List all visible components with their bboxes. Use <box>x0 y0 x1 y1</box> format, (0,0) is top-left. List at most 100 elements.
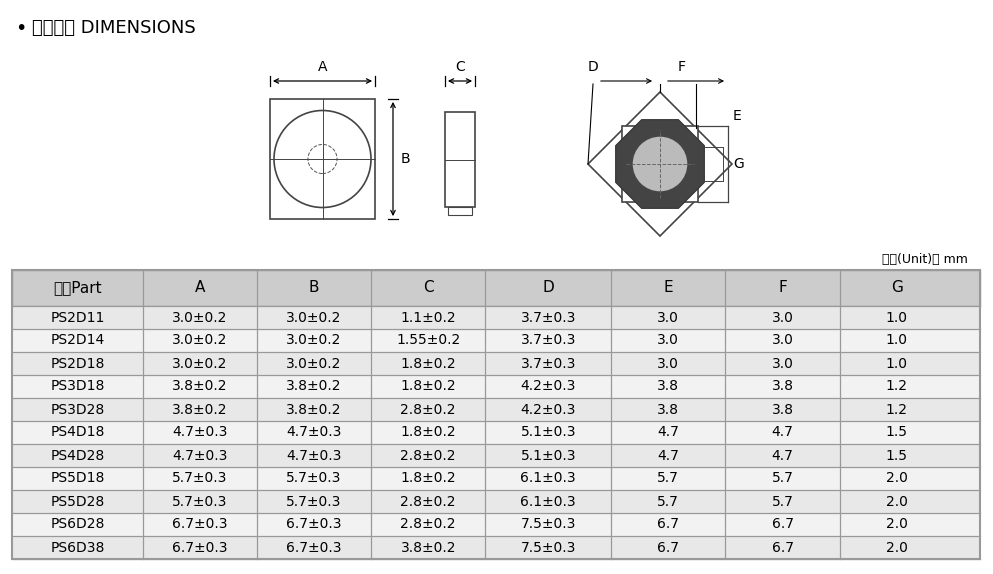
Text: 3.7±0.3: 3.7±0.3 <box>520 333 576 347</box>
Text: 6.7±0.3: 6.7±0.3 <box>172 541 227 554</box>
Text: G: G <box>891 281 903 296</box>
Text: 3.0±0.2: 3.0±0.2 <box>172 311 227 324</box>
Text: 6.7: 6.7 <box>657 518 679 532</box>
Text: 3.0: 3.0 <box>657 311 679 324</box>
Text: 2.0: 2.0 <box>886 541 908 554</box>
Text: 6.7±0.3: 6.7±0.3 <box>172 518 227 532</box>
Text: 5.1±0.3: 5.1±0.3 <box>520 425 576 440</box>
Text: 4.7: 4.7 <box>772 448 793 463</box>
Text: A: A <box>195 281 205 296</box>
Text: 4.7±0.3: 4.7±0.3 <box>286 448 342 463</box>
Text: PS2D11: PS2D11 <box>51 311 104 324</box>
Text: 4.7: 4.7 <box>772 425 793 440</box>
Text: 5.1±0.3: 5.1±0.3 <box>520 448 576 463</box>
Text: 3.8: 3.8 <box>772 379 793 394</box>
Text: 3.8±0.2: 3.8±0.2 <box>286 402 342 417</box>
Text: 2.8±0.2: 2.8±0.2 <box>400 448 456 463</box>
Text: 3.0: 3.0 <box>772 311 793 324</box>
Text: G: G <box>733 157 744 171</box>
Text: 6.1±0.3: 6.1±0.3 <box>520 471 576 486</box>
Text: F: F <box>677 60 685 74</box>
Text: 5.7: 5.7 <box>772 494 793 509</box>
Text: 2.8±0.2: 2.8±0.2 <box>400 402 456 417</box>
Bar <box>12 306 980 329</box>
Text: 4.2±0.3: 4.2±0.3 <box>520 379 576 394</box>
Text: 6.7: 6.7 <box>657 541 679 554</box>
Text: 3.0: 3.0 <box>772 333 793 347</box>
Text: 3.8±0.2: 3.8±0.2 <box>172 379 227 394</box>
Text: 4.7±0.3: 4.7±0.3 <box>286 425 342 440</box>
Text: 1.8±0.2: 1.8±0.2 <box>400 471 456 486</box>
Text: PS4D18: PS4D18 <box>51 425 104 440</box>
Bar <box>622 126 698 202</box>
Text: 1.8±0.2: 1.8±0.2 <box>400 356 456 370</box>
Text: 1.55±0.2: 1.55±0.2 <box>396 333 461 347</box>
Text: 3.0: 3.0 <box>657 356 679 370</box>
Text: PS3D28: PS3D28 <box>51 402 104 417</box>
Text: 外形尺寸 DIMENSIONS: 外形尺寸 DIMENSIONS <box>32 19 196 37</box>
Text: •: • <box>15 19 27 38</box>
Text: PS6D28: PS6D28 <box>51 518 104 532</box>
Bar <box>12 444 980 467</box>
Text: 3.0±0.2: 3.0±0.2 <box>172 356 227 370</box>
Text: 4.7±0.3: 4.7±0.3 <box>172 448 227 463</box>
Text: 1.0: 1.0 <box>886 311 908 324</box>
Bar <box>270 99 375 219</box>
Polygon shape <box>588 92 732 236</box>
Text: PS5D28: PS5D28 <box>51 494 104 509</box>
Text: 5.7±0.3: 5.7±0.3 <box>286 494 342 509</box>
Text: 型號Part: 型號Part <box>53 281 101 296</box>
Text: 4.7: 4.7 <box>657 425 679 440</box>
Bar <box>12 375 980 398</box>
Text: 7.5±0.3: 7.5±0.3 <box>520 518 576 532</box>
Text: 1.2: 1.2 <box>886 379 908 394</box>
Bar <box>12 421 980 444</box>
Text: 7.5±0.3: 7.5±0.3 <box>520 541 576 554</box>
Text: C: C <box>455 60 465 74</box>
Text: 1.2: 1.2 <box>886 402 908 417</box>
Text: 4.7±0.3: 4.7±0.3 <box>172 425 227 440</box>
Text: 3.8: 3.8 <box>772 402 793 417</box>
Bar <box>12 352 980 375</box>
Text: PS2D14: PS2D14 <box>51 333 104 347</box>
Text: 3.8±0.2: 3.8±0.2 <box>172 402 227 417</box>
Text: B: B <box>401 152 411 166</box>
Text: 3.0±0.2: 3.0±0.2 <box>286 356 342 370</box>
Text: 3.0±0.2: 3.0±0.2 <box>286 333 342 347</box>
Text: 6.7: 6.7 <box>772 518 793 532</box>
Text: 1.1±0.2: 1.1±0.2 <box>400 311 456 324</box>
Bar <box>12 513 980 536</box>
Text: 5.7±0.3: 5.7±0.3 <box>172 471 227 486</box>
Bar <box>12 536 980 559</box>
Text: A: A <box>318 60 328 74</box>
Text: 1.8±0.2: 1.8±0.2 <box>400 425 456 440</box>
Text: 6.1±0.3: 6.1±0.3 <box>520 494 576 509</box>
Text: 3.8: 3.8 <box>657 402 679 417</box>
Bar <box>12 329 980 352</box>
Text: PS5D18: PS5D18 <box>51 471 104 486</box>
Circle shape <box>632 136 688 192</box>
Bar <box>12 467 980 490</box>
Text: PS2D18: PS2D18 <box>51 356 104 370</box>
Text: 3.0: 3.0 <box>657 333 679 347</box>
Bar <box>448 207 472 215</box>
Bar <box>12 270 980 306</box>
Text: 6.7: 6.7 <box>772 541 793 554</box>
Text: 3.7±0.3: 3.7±0.3 <box>520 311 576 324</box>
Text: 6.7±0.3: 6.7±0.3 <box>286 541 342 554</box>
Text: 5.7±0.3: 5.7±0.3 <box>172 494 227 509</box>
Text: B: B <box>309 281 320 296</box>
Text: 2.0: 2.0 <box>886 494 908 509</box>
Circle shape <box>308 145 337 173</box>
Polygon shape <box>616 119 704 208</box>
Bar <box>12 398 980 421</box>
Text: 1.0: 1.0 <box>886 333 908 347</box>
Text: 1.5: 1.5 <box>886 425 908 440</box>
Text: 3.0±0.2: 3.0±0.2 <box>172 333 227 347</box>
Text: 2.0: 2.0 <box>886 518 908 532</box>
Text: C: C <box>423 281 434 296</box>
Text: 3.0±0.2: 3.0±0.2 <box>286 311 342 324</box>
Text: 3.0: 3.0 <box>772 356 793 370</box>
Text: 2.0: 2.0 <box>886 471 908 486</box>
Text: D: D <box>588 60 599 74</box>
